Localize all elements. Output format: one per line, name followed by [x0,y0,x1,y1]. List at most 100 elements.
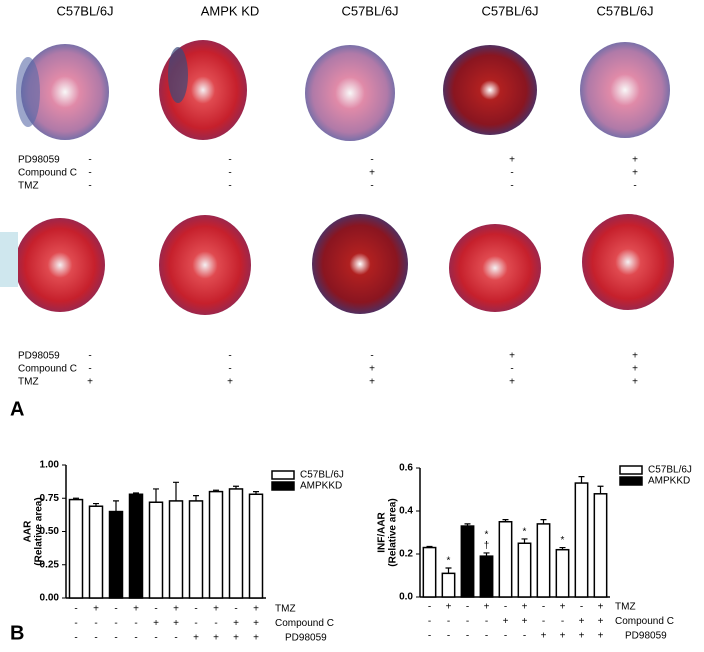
error-bar [193,494,199,501]
significance-mark: * [523,527,527,538]
condition-label: PD98059 [625,631,667,642]
condition-value: + [484,602,490,613]
significance-mark: † [484,541,490,552]
bar [228,488,244,599]
bar [68,498,84,599]
condition-label: Compound C [615,616,674,627]
condition-value: - [88,181,91,192]
condition-value: - [134,618,137,629]
condition-value: - [114,618,117,629]
condition-value: - [485,616,488,627]
condition-value: + [253,618,259,629]
error-bar [93,502,99,507]
condition-value: - [466,602,469,613]
panel-label: A [10,398,24,420]
condition-value: + [227,377,233,388]
condition-value: + [541,631,547,642]
condition-value: - [234,604,237,615]
condition-value: + [632,155,638,166]
condition-value: - [370,351,373,362]
condition-value: - [114,604,117,615]
legend-label: AMPKKD [648,476,690,487]
condition-value: + [153,618,159,629]
y-tick-label: 0.2 [399,549,413,560]
condition-label: TMZ [275,604,296,615]
error-bar [540,519,547,524]
condition-value: - [88,168,91,179]
condition-value: - [580,602,583,613]
bar [479,555,494,598]
column-header: C57BL/6J [481,3,538,18]
condition-value: - [94,633,97,644]
column-header: C57BL/6J [596,3,653,18]
condition-value: - [228,181,231,192]
legend-label: AMPKKD [300,481,342,492]
condition-label: PD98059 [18,155,60,166]
bar [422,546,437,598]
condition-value: - [74,633,77,644]
condition-value: - [510,181,513,192]
condition-value: + [579,616,585,627]
condition-value: - [370,155,373,166]
condition-value: + [369,377,375,388]
condition-value: + [632,351,638,362]
legend-label: C57BL/6J [648,465,692,476]
condition-value: - [561,616,564,627]
column-header: C57BL/6J [341,3,398,18]
y-tick-label: 0.00 [40,593,60,604]
legend-label: C57BL/6J [300,470,344,481]
condition-value: + [253,604,259,615]
legend-swatch [619,476,643,486]
bar [88,505,104,599]
condition-value: - [88,155,91,166]
error-bar [113,500,119,512]
condition-value: + [87,377,93,388]
condition-value: - [88,364,91,375]
condition-value: - [228,351,231,362]
condition-value: - [504,602,507,613]
bar [168,500,184,599]
condition-value: + [193,633,199,644]
y-axis-label: INF/AAR [377,511,388,552]
y-tick-label: 0.50 [40,526,60,537]
condition-value: - [510,168,513,179]
bar [208,490,224,599]
condition-value: - [542,616,545,627]
condition-value: - [94,618,97,629]
bar [188,500,204,599]
bar [574,482,589,598]
condition-label: TMZ [18,377,39,388]
bar [128,493,144,599]
condition-value: - [194,604,197,615]
significance-mark: * [561,535,565,546]
condition-value: - [228,168,231,179]
y-axis-sublabel: (Relative area) [388,498,399,566]
legend-swatch [271,481,295,491]
condition-value: + [632,168,638,179]
condition-value: + [509,377,515,388]
y-tick-label: 0.6 [399,463,413,474]
column-header: AMPK KD [201,3,260,18]
condition-value: + [632,364,638,375]
error-bar [483,552,490,557]
error-bar [153,488,159,503]
condition-value: - [88,351,91,362]
bar [248,493,264,599]
bar [555,548,570,598]
condition-value: + [598,602,604,613]
heart-images [0,40,674,315]
bar [536,523,551,598]
y-axis-sublabel: (Relative area) [34,497,45,565]
condition-value: + [133,604,139,615]
y-tick-label: 0.4 [399,506,413,517]
error-bar [502,519,509,522]
bar [498,521,513,598]
error-bar [597,485,604,494]
condition-value: - [447,616,450,627]
y-tick-label: 1.00 [40,460,60,471]
condition-value: - [134,633,137,644]
condition-value: + [93,604,99,615]
condition-label: Compound C [18,168,77,179]
condition-value: + [579,631,585,642]
